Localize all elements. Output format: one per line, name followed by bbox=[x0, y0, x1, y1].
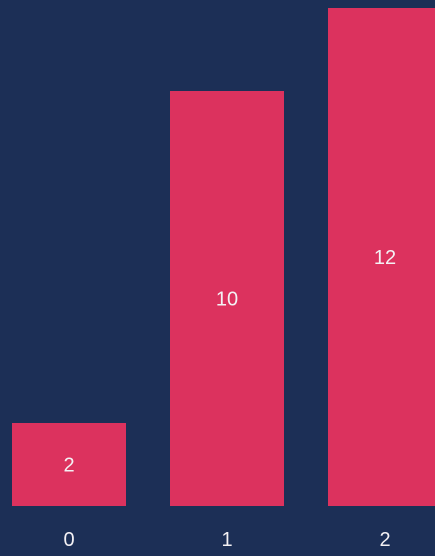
data-label-1: 10 bbox=[216, 289, 238, 311]
x-tick-label-2: 2 bbox=[379, 529, 390, 551]
bar-1 bbox=[170, 91, 284, 506]
bar-2 bbox=[328, 8, 435, 506]
data-label-0: 2 bbox=[63, 455, 74, 477]
x-tick-label-0: 0 bbox=[63, 529, 74, 551]
data-label-2: 12 bbox=[374, 247, 396, 269]
x-tick-label-1: 1 bbox=[221, 529, 232, 551]
bar-0 bbox=[12, 423, 126, 506]
